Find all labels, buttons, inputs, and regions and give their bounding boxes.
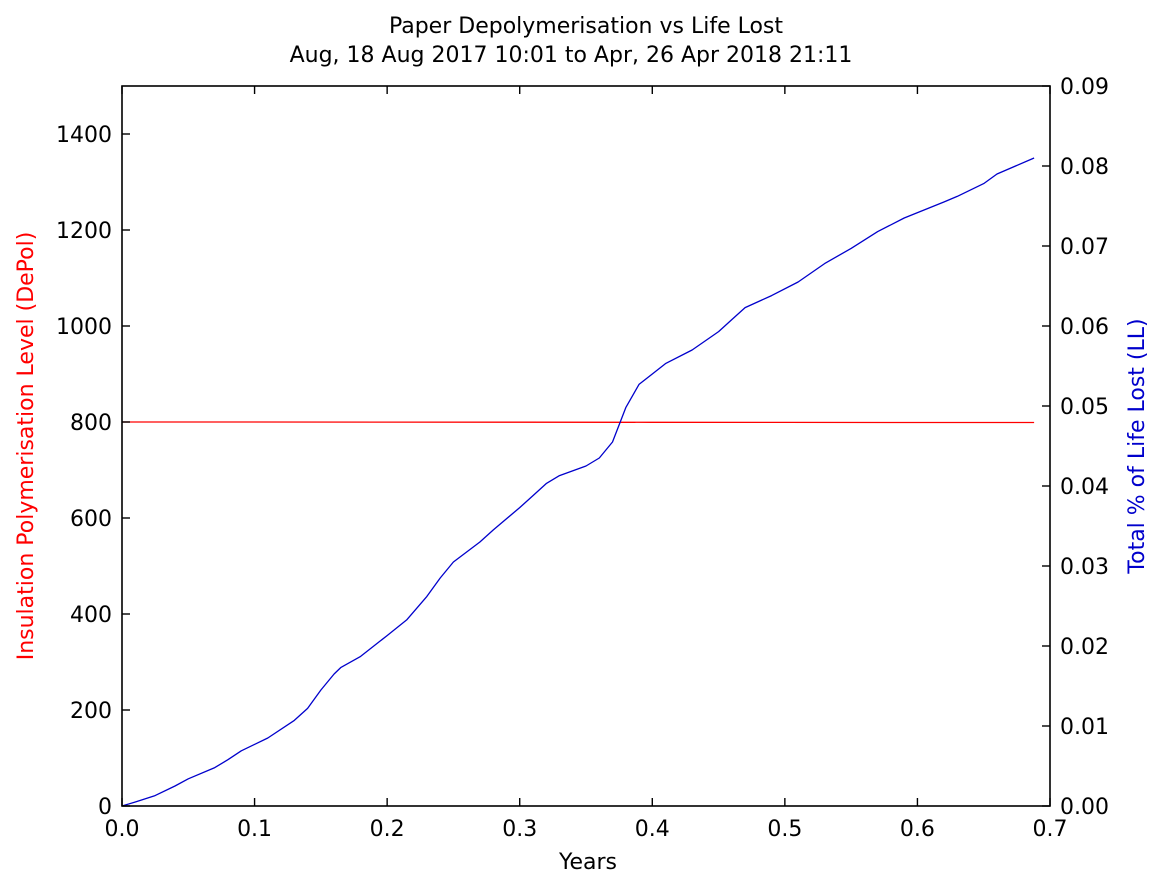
depol-line	[122, 421, 1035, 424]
x-tick-label: 0.6	[900, 817, 935, 842]
right-y-tick-label: 0.02	[1060, 635, 1109, 660]
right-y-tick-label: 0.05	[1060, 395, 1109, 420]
right-y-tick-label: 0.08	[1060, 155, 1109, 180]
left-y-tick-label: 200	[70, 699, 112, 724]
right-y-tick-label: 0.07	[1060, 235, 1109, 260]
left-y-tick-label: 800	[70, 411, 112, 436]
plot-lines	[121, 157, 1035, 807]
right-y-tick-label: 0.00	[1060, 795, 1109, 820]
x-tick-label: 0.1	[237, 817, 272, 842]
x-tick-label: 0.5	[767, 817, 802, 842]
right-y-tick-label: 0.09	[1060, 75, 1109, 100]
x-axis-ticks: 0.0 0.1 0.2 0.3 0.4 0.5 0.6 0.7	[105, 86, 1068, 842]
right-axis-label: Total % of Life Lost (LL)	[1125, 318, 1150, 574]
left-y-tick-label: 1200	[56, 219, 112, 244]
x-tick-label: 0.7	[1033, 817, 1068, 842]
left-axis-ticks: 0 200 400 600 800 1000 1200 1400	[56, 123, 130, 820]
x-tick-label: 0.2	[370, 817, 405, 842]
left-y-tick-label: 600	[70, 507, 112, 532]
left-y-tick-label: 400	[70, 603, 112, 628]
chart-subtitle: Aug, 18 Aug 2017 10:01 to Apr, 26 Apr 20…	[290, 43, 853, 68]
x-axis-label: Years	[558, 850, 617, 875]
plot-frame	[121, 85, 1051, 807]
x-tick-label: 0.4	[635, 817, 670, 842]
x-tick-label: 0.3	[502, 817, 537, 842]
chart-title: Paper Depolymerisation vs Life Lost	[389, 14, 783, 39]
left-axis-label: Insulation Polymerisation Level (DePol)	[14, 232, 39, 661]
left-y-tick-label: 1000	[56, 315, 112, 340]
left-y-tick-label: 0	[98, 795, 112, 820]
right-axis-ticks: 0.00 0.01 0.02 0.03 0.04 0.05 0.06 0.07 0.08 0.09	[1042, 75, 1109, 820]
x-tick-label: 0.0	[105, 817, 140, 842]
right-y-tick-label: 0.06	[1060, 315, 1109, 340]
left-y-tick-label: 1400	[56, 123, 112, 148]
right-y-tick-label: 0.01	[1060, 715, 1109, 740]
right-y-tick-label: 0.03	[1060, 555, 1109, 580]
right-y-tick-label: 0.04	[1060, 475, 1109, 500]
life-lost-line	[121, 157, 1035, 807]
